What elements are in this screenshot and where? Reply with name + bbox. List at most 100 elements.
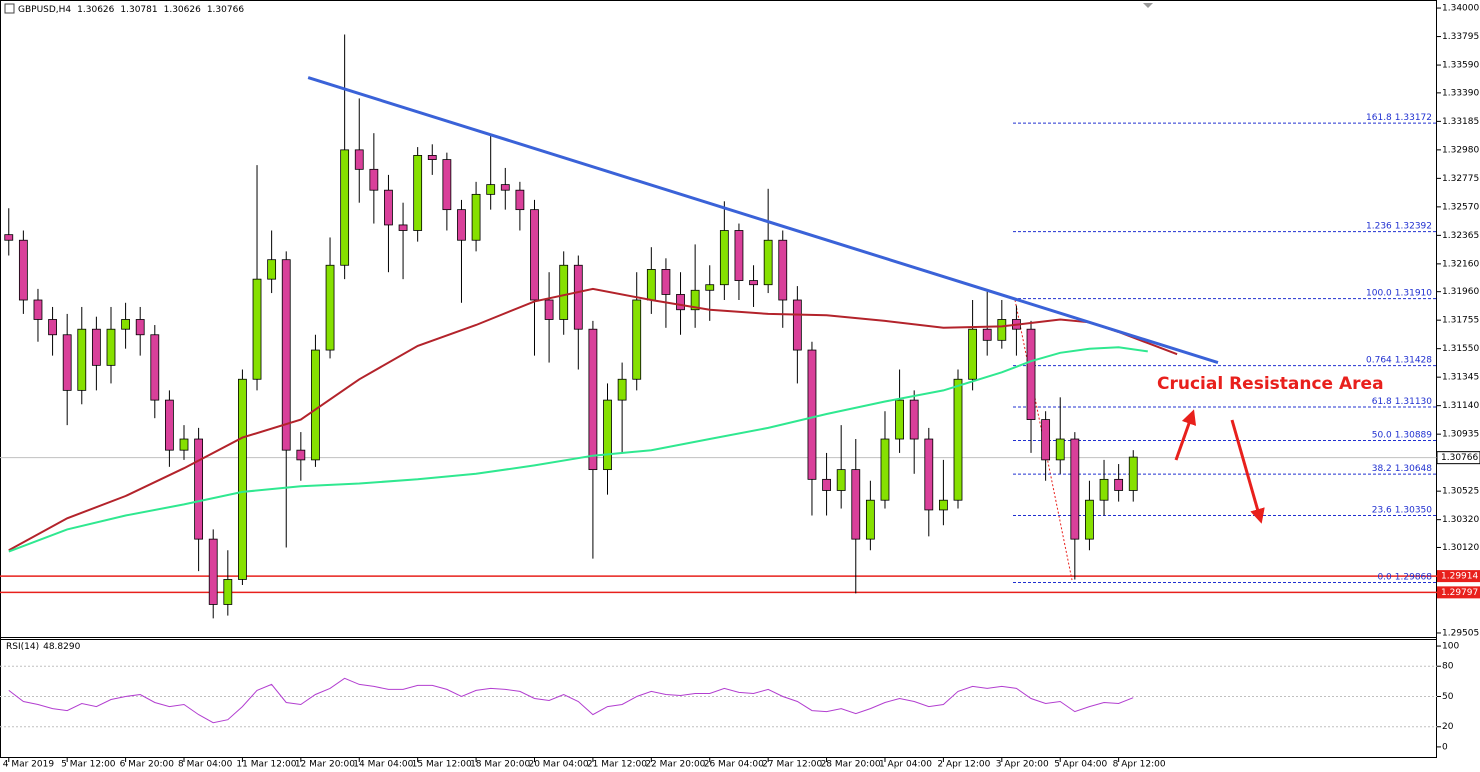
fib-ratio: 0.764 — [1366, 355, 1392, 365]
fib-label: 1.236 1.32392 — [1366, 221, 1432, 231]
moving-average — [8, 346, 1148, 553]
x-tick-label: 11 Mar 12:00 — [236, 760, 296, 770]
fib-ratio: 1.236 — [1366, 221, 1392, 231]
candle-body — [530, 209, 539, 301]
y-tick-label: 1.32980 — [1442, 145, 1479, 155]
rsi-tick-label: 80 — [1442, 662, 1454, 672]
fib-price: 1.31130 — [1395, 397, 1432, 407]
annotation: Crucial Resistance Area — [1157, 374, 1384, 394]
fib-ratio: 38.2 — [1372, 464, 1392, 474]
candle-body — [267, 259, 277, 280]
support-label: 1.29797 — [1441, 588, 1478, 598]
rsi-tick-label: 20 — [1442, 722, 1454, 732]
y-tick-label: 1.30320 — [1442, 515, 1479, 525]
candle-body — [676, 294, 685, 311]
moving-average — [8, 287, 1178, 552]
y-tick-label: 1.30120 — [1442, 543, 1479, 553]
candle-body — [646, 269, 656, 301]
rsi-name: RSI(14) — [6, 642, 39, 652]
x-tick-label: 3 Apr 20:00 — [996, 760, 1049, 770]
x-tick-label: 4 Mar 2019 — [3, 760, 55, 770]
fib-label: 23.6 1.30350 — [1372, 505, 1433, 515]
candle-body — [18, 239, 28, 301]
candle-body — [632, 299, 642, 380]
candle-body — [690, 289, 700, 311]
candle-body — [851, 469, 861, 540]
quote-value: 1.30766 — [207, 5, 244, 15]
candle-body — [603, 399, 612, 471]
x-tick-label: 1 Apr 04:00 — [879, 760, 932, 770]
shift-marker — [1143, 3, 1153, 8]
candle-body — [982, 328, 992, 341]
candle-body — [471, 193, 481, 241]
candle-body — [880, 438, 890, 501]
y-tick-label: 1.33590 — [1442, 61, 1479, 71]
candle-body — [573, 264, 583, 330]
symbol: GBPUSD,H4 — [18, 5, 71, 15]
fib-price: 1.31428 — [1395, 355, 1432, 365]
candle-body — [968, 328, 978, 380]
x-tick-label: 18 Mar 20:00 — [470, 760, 530, 770]
y-tick-label: 1.31345 — [1442, 373, 1479, 383]
candle-body — [398, 224, 408, 231]
candle-body — [588, 328, 598, 471]
x-tick-label: 2 Apr 12:00 — [937, 760, 990, 770]
y-tick-label: 1.34000 — [1442, 4, 1479, 14]
candle-body — [1085, 499, 1094, 540]
candle-body — [106, 328, 116, 366]
x-tick-label: 8 Mar 04:00 — [178, 760, 233, 770]
candle-body — [486, 184, 496, 195]
x-tick-label: 26 Mar 04:00 — [704, 760, 764, 770]
support-label: 1.29914 — [1441, 572, 1478, 582]
x-tick-label: 5 Apr 04:00 — [1054, 760, 1107, 770]
candle-body — [427, 155, 437, 160]
fib-ratio: 100.0 — [1366, 288, 1392, 298]
candle-body — [165, 399, 174, 451]
candle-body — [135, 319, 145, 336]
x-tick-label: 12 Mar 20:00 — [295, 760, 355, 770]
candle-body — [544, 299, 554, 320]
x-tick-label: 14 Mar 04:00 — [353, 760, 413, 770]
candle-body — [836, 469, 846, 491]
candle-body — [909, 399, 919, 440]
candle-body — [91, 328, 101, 366]
price-box — [1437, 586, 1480, 599]
candle-body — [325, 264, 335, 351]
x-tick-label: 6 Mar 20:00 — [120, 760, 175, 770]
candle-body — [734, 230, 744, 281]
candle-body — [194, 438, 204, 540]
candle-body — [33, 299, 43, 320]
y-tick-label: 1.33185 — [1442, 117, 1479, 127]
fib-label: 38.2 1.30648 — [1372, 464, 1433, 474]
candle-body — [953, 378, 963, 501]
fib-price: 1.32392 — [1395, 221, 1432, 231]
candle-body — [938, 499, 948, 511]
candle-body — [719, 230, 729, 286]
fib-label: 161.8 1.33172 — [1366, 113, 1432, 123]
candle-body — [296, 449, 306, 461]
x-tick-label: 22 Mar 20:00 — [645, 760, 705, 770]
current-price-label: 1.30766 — [1441, 453, 1478, 463]
trendline — [307, 76, 1219, 365]
candle-body — [311, 349, 320, 461]
y-tick-label: 1.32570 — [1442, 202, 1479, 212]
fib-ratio: 61.8 — [1372, 397, 1392, 407]
candle-body — [369, 168, 379, 191]
candle-body — [997, 319, 1007, 341]
candle-body — [1099, 478, 1109, 501]
fib-price: 1.31910 — [1395, 288, 1432, 298]
quote-value: 1.30626 — [164, 5, 201, 15]
x-tick-label: 8 Apr 12:00 — [1113, 760, 1166, 770]
y-tick-label: 1.33390 — [1442, 88, 1479, 98]
fib-price: 1.30889 — [1395, 430, 1432, 440]
candle-body — [238, 378, 247, 580]
y-tick-label: 1.30525 — [1442, 487, 1479, 497]
fib-label: 50.0 1.30889 — [1372, 430, 1433, 440]
y-tick-label: 1.31140 — [1442, 401, 1479, 411]
candle-body — [208, 538, 218, 605]
fib-label: 100.0 1.31910 — [1366, 288, 1432, 298]
candle-body — [384, 189, 393, 226]
candle-body — [822, 478, 831, 491]
fib-label: 0.0 1.29868 — [1377, 572, 1432, 582]
